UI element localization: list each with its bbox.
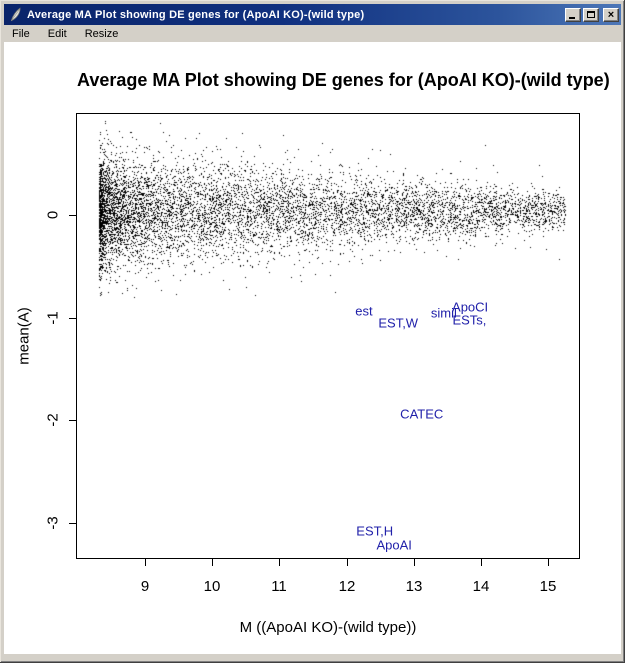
x-axis-tick (548, 559, 549, 566)
y-axis-title: mean(A) (15, 307, 33, 365)
x-axis-tick-label: 10 (203, 578, 221, 595)
y-axis-tick-label: -3 (44, 516, 62, 530)
y-axis-tick (69, 523, 76, 524)
scatter-points-canvas (77, 114, 579, 558)
close-icon: × (607, 8, 615, 21)
x-axis-tick (145, 559, 146, 566)
minimize-button[interactable] (565, 7, 581, 22)
de-gene-label: CATEC (400, 406, 444, 422)
x-axis-tick (481, 559, 482, 566)
titlebar[interactable]: Average MA Plot showing DE genes for (Ap… (4, 4, 621, 25)
de-gene-label: EST,H (356, 523, 394, 539)
menu-resize[interactable]: Resize (84, 28, 119, 40)
y-axis-tick (69, 420, 76, 421)
de-gene-label: ESTs, (452, 312, 487, 328)
x-axis-tick (212, 559, 213, 566)
feather-icon (10, 7, 21, 22)
menu-file[interactable]: File (12, 28, 30, 40)
menubar: File Edit Resize (4, 26, 621, 42)
close-button[interactable]: × (603, 7, 619, 22)
maximize-button[interactable] (583, 7, 599, 22)
de-gene-label: ApoAI (376, 537, 412, 553)
x-axis-tick (279, 559, 280, 566)
x-axis-tick-label: 13 (405, 578, 423, 595)
x-axis-tick-label: 15 (539, 578, 557, 595)
de-gene-label: EST,W (378, 315, 419, 331)
de-gene-label: ApoCI (452, 299, 489, 315)
plot-title: Average MA Plot showing DE genes for (Ap… (77, 70, 610, 90)
y-axis-tick (69, 318, 76, 319)
x-axis-tick (414, 559, 415, 566)
y-axis-tick (69, 215, 76, 216)
y-axis-tick-label: -2 (44, 413, 62, 427)
plot-client-area: Average MA Plot showing DE genes for (Ap… (4, 42, 621, 654)
x-axis-title: M ((ApoAI KO)-(wild type)) (239, 619, 417, 636)
y-axis-tick-label: 0 (44, 210, 62, 220)
x-axis-tick-label: 9 (140, 578, 150, 595)
minimize-icon (569, 16, 575, 19)
plot-box (76, 113, 580, 559)
de-gene-label: est (355, 303, 373, 318)
y-axis-tick-label: -1 (44, 311, 62, 325)
x-axis-tick-label: 12 (338, 578, 356, 595)
menu-edit[interactable]: Edit (47, 28, 67, 40)
x-axis-tick-label: 11 (271, 578, 287, 595)
x-axis-tick-label: 14 (472, 578, 490, 595)
maximize-icon (587, 11, 595, 18)
window-title: Average MA Plot showing DE genes for (Ap… (27, 8, 365, 21)
x-axis-tick (347, 559, 348, 566)
de-gene-label: simil (430, 305, 457, 321)
